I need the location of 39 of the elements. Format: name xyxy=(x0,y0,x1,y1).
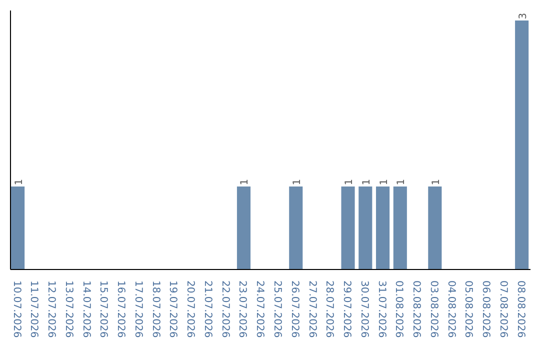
x-tick-label: 21.07.2026 xyxy=(202,280,213,338)
x-tick-label: 13.07.2026 xyxy=(62,280,74,338)
data-label: 1 xyxy=(344,178,356,186)
data-label: 1 xyxy=(292,178,303,186)
x-tick-label: 08.08.2026 xyxy=(514,280,526,338)
x-tick-label: 19.07.2026 xyxy=(167,280,178,338)
x-tick-label: 05.08.2026 xyxy=(462,280,474,338)
data-label: 3 xyxy=(518,12,529,20)
x-tick-label: 22.07.2026 xyxy=(219,280,230,338)
data-label: 1 xyxy=(378,178,390,186)
x-tick-label: 27.07.2026 xyxy=(306,280,318,338)
x-tick-label: 11.07.2026 xyxy=(28,280,40,338)
x-tick-label: 24.07.2026 xyxy=(254,280,266,338)
data-label: 1 xyxy=(240,178,251,186)
x-tick-label: 14.07.2026 xyxy=(80,280,92,338)
x-tick-label: 26.07.2026 xyxy=(288,280,300,338)
data-label: 1 xyxy=(361,178,372,186)
x-tick-label: 12.07.2026 xyxy=(46,280,57,338)
x-tick-label: 02.08.2026 xyxy=(410,280,422,338)
x-tick-label: 30.07.2026 xyxy=(358,280,370,338)
x-tick-label: 31.07.2026 xyxy=(376,280,387,338)
x-tick-label: 29.07.2026 xyxy=(341,280,352,338)
x-tick-label: 15.07.2026 xyxy=(98,280,109,338)
data-label: 1 xyxy=(396,178,408,186)
x-tick-label: 07.08.2026 xyxy=(497,280,508,338)
x-tick-label: 18.07.2026 xyxy=(150,280,161,338)
x-tick-label: 10.07.2026 xyxy=(10,280,22,338)
x-tick-label: 20.07.2026 xyxy=(184,280,196,338)
x-tick-label: 25.07.2026 xyxy=(271,280,282,338)
data-label: 1 xyxy=(430,178,442,186)
x-tick-label: 17.07.2026 xyxy=(132,280,144,338)
x-tick-label: 28.07.2026 xyxy=(324,280,335,338)
x-tick-label: 16.07.2026 xyxy=(115,280,126,338)
x-tick-label: 23.07.2026 xyxy=(236,280,248,338)
x-tick-label: 01.08.2026 xyxy=(393,280,404,338)
data-label: 1 xyxy=(14,178,25,186)
x-tick-label: 06.08.2026 xyxy=(480,280,492,338)
x-tick-label: 03.08.2026 xyxy=(428,280,439,338)
x-tick-label: 04.08.2026 xyxy=(445,280,456,338)
